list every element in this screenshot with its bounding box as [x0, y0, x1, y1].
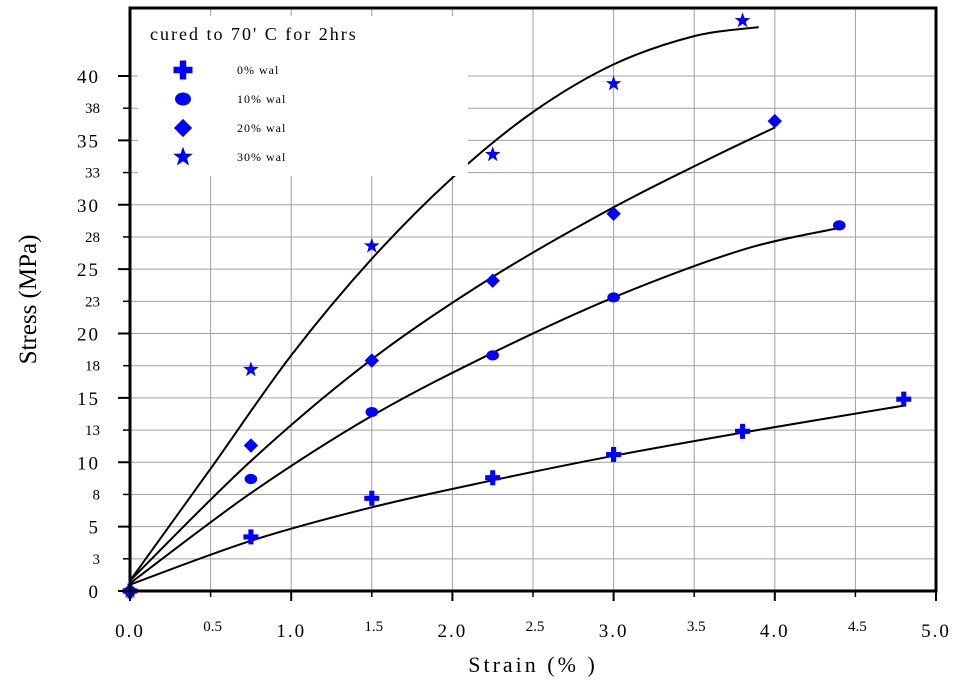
y-tick-label: 23	[85, 294, 100, 310]
fit-curve	[129, 26, 759, 582]
y-tick-label: 3	[93, 552, 101, 568]
y-tick-label: 40	[77, 67, 100, 88]
x-tick-label: 0.0	[115, 621, 145, 642]
data-point-plus	[735, 423, 751, 439]
y-tick-label: 10	[77, 453, 100, 474]
legend-label: 10% wal	[237, 92, 286, 106]
y-tick-label: 8	[93, 487, 101, 503]
legend-title: cured to 70' C for 2hrs	[150, 24, 358, 44]
fit-curve	[129, 404, 904, 586]
data-point-circle	[486, 350, 500, 361]
y-axis-title: Stress (MPa)	[15, 235, 42, 365]
data-point-circle	[832, 220, 846, 231]
y-tick-label: 38	[85, 101, 100, 117]
data-point-plus	[243, 529, 259, 545]
y-tick-label: 20	[77, 325, 100, 346]
data-point-plus	[485, 470, 501, 486]
y-tick-label: 25	[77, 260, 100, 281]
legend-label: 20% wal	[237, 121, 286, 135]
x-minor-tick-label: 0.5	[203, 619, 222, 635]
data-point-star	[243, 361, 259, 377]
x-axis-title: Strain (% )	[468, 652, 598, 677]
data-point-circle	[365, 406, 379, 418]
y-tick-label: 18	[85, 359, 100, 375]
x-tick-label: 5.0	[921, 621, 951, 642]
y-tick-label: 15	[77, 389, 100, 410]
data-point-diamond	[767, 113, 782, 129]
x-axis-ticks: 0.0 1.0 2.0 3.0 4.0 5.0 0.5 1.5 2.5 3.5 4.5	[115, 591, 951, 642]
plot-frame	[128, 6, 938, 593]
y-tick-label: 33	[85, 166, 100, 182]
x-tick-label: 2.0	[438, 621, 468, 642]
legend-marker-diamond	[173, 118, 193, 138]
data-point-plus	[896, 391, 912, 407]
fit-curve	[129, 126, 776, 582]
data-point-star	[605, 75, 622, 91]
data-point-circle	[607, 292, 620, 303]
y-tick-label: 13	[85, 423, 100, 439]
x-tick-label: 4.0	[760, 621, 790, 642]
y-tick-label: 28	[85, 230, 100, 246]
data-point-circle	[244, 473, 258, 485]
legend-items: 0% wal 10% wal 20% wal 30% wal	[173, 60, 286, 166]
x-minor-tick-label: 1.5	[364, 619, 383, 635]
y-tick-label: 5	[89, 518, 101, 539]
data-point-star	[484, 146, 501, 162]
data-point-diamond	[606, 206, 621, 221]
data-point-diamond	[485, 273, 500, 288]
x-minor-tick-label: 2.5	[526, 619, 545, 635]
legend-marker-star	[173, 146, 193, 166]
data-markers	[122, 12, 912, 599]
y-tick-label: 35	[77, 131, 100, 152]
x-minor-tick-label: 4.5	[848, 619, 867, 635]
legend-label: 0% wal	[237, 63, 279, 77]
y-tick-label: 0	[89, 582, 101, 603]
y-tick-label: 30	[77, 196, 100, 217]
legend-marker-circle	[175, 92, 191, 106]
data-point-plus	[606, 447, 622, 463]
data-point-diamond	[243, 438, 259, 453]
data-point-diamond	[364, 353, 379, 368]
legend-label: 30% wal	[237, 150, 286, 164]
data-point-plus	[364, 490, 380, 506]
legend: cured to 70' C for 2hrs 0% wal 10% wal 20%…	[138, 16, 468, 176]
data-point-star	[734, 12, 751, 28]
legend-marker-plus	[173, 60, 193, 80]
x-minor-tick-label: 3.5	[687, 619, 706, 635]
legend-box	[138, 16, 468, 176]
x-tick-label: 3.0	[599, 621, 629, 642]
data-point-star	[364, 237, 380, 253]
x-tick-label: 1.0	[276, 621, 306, 642]
